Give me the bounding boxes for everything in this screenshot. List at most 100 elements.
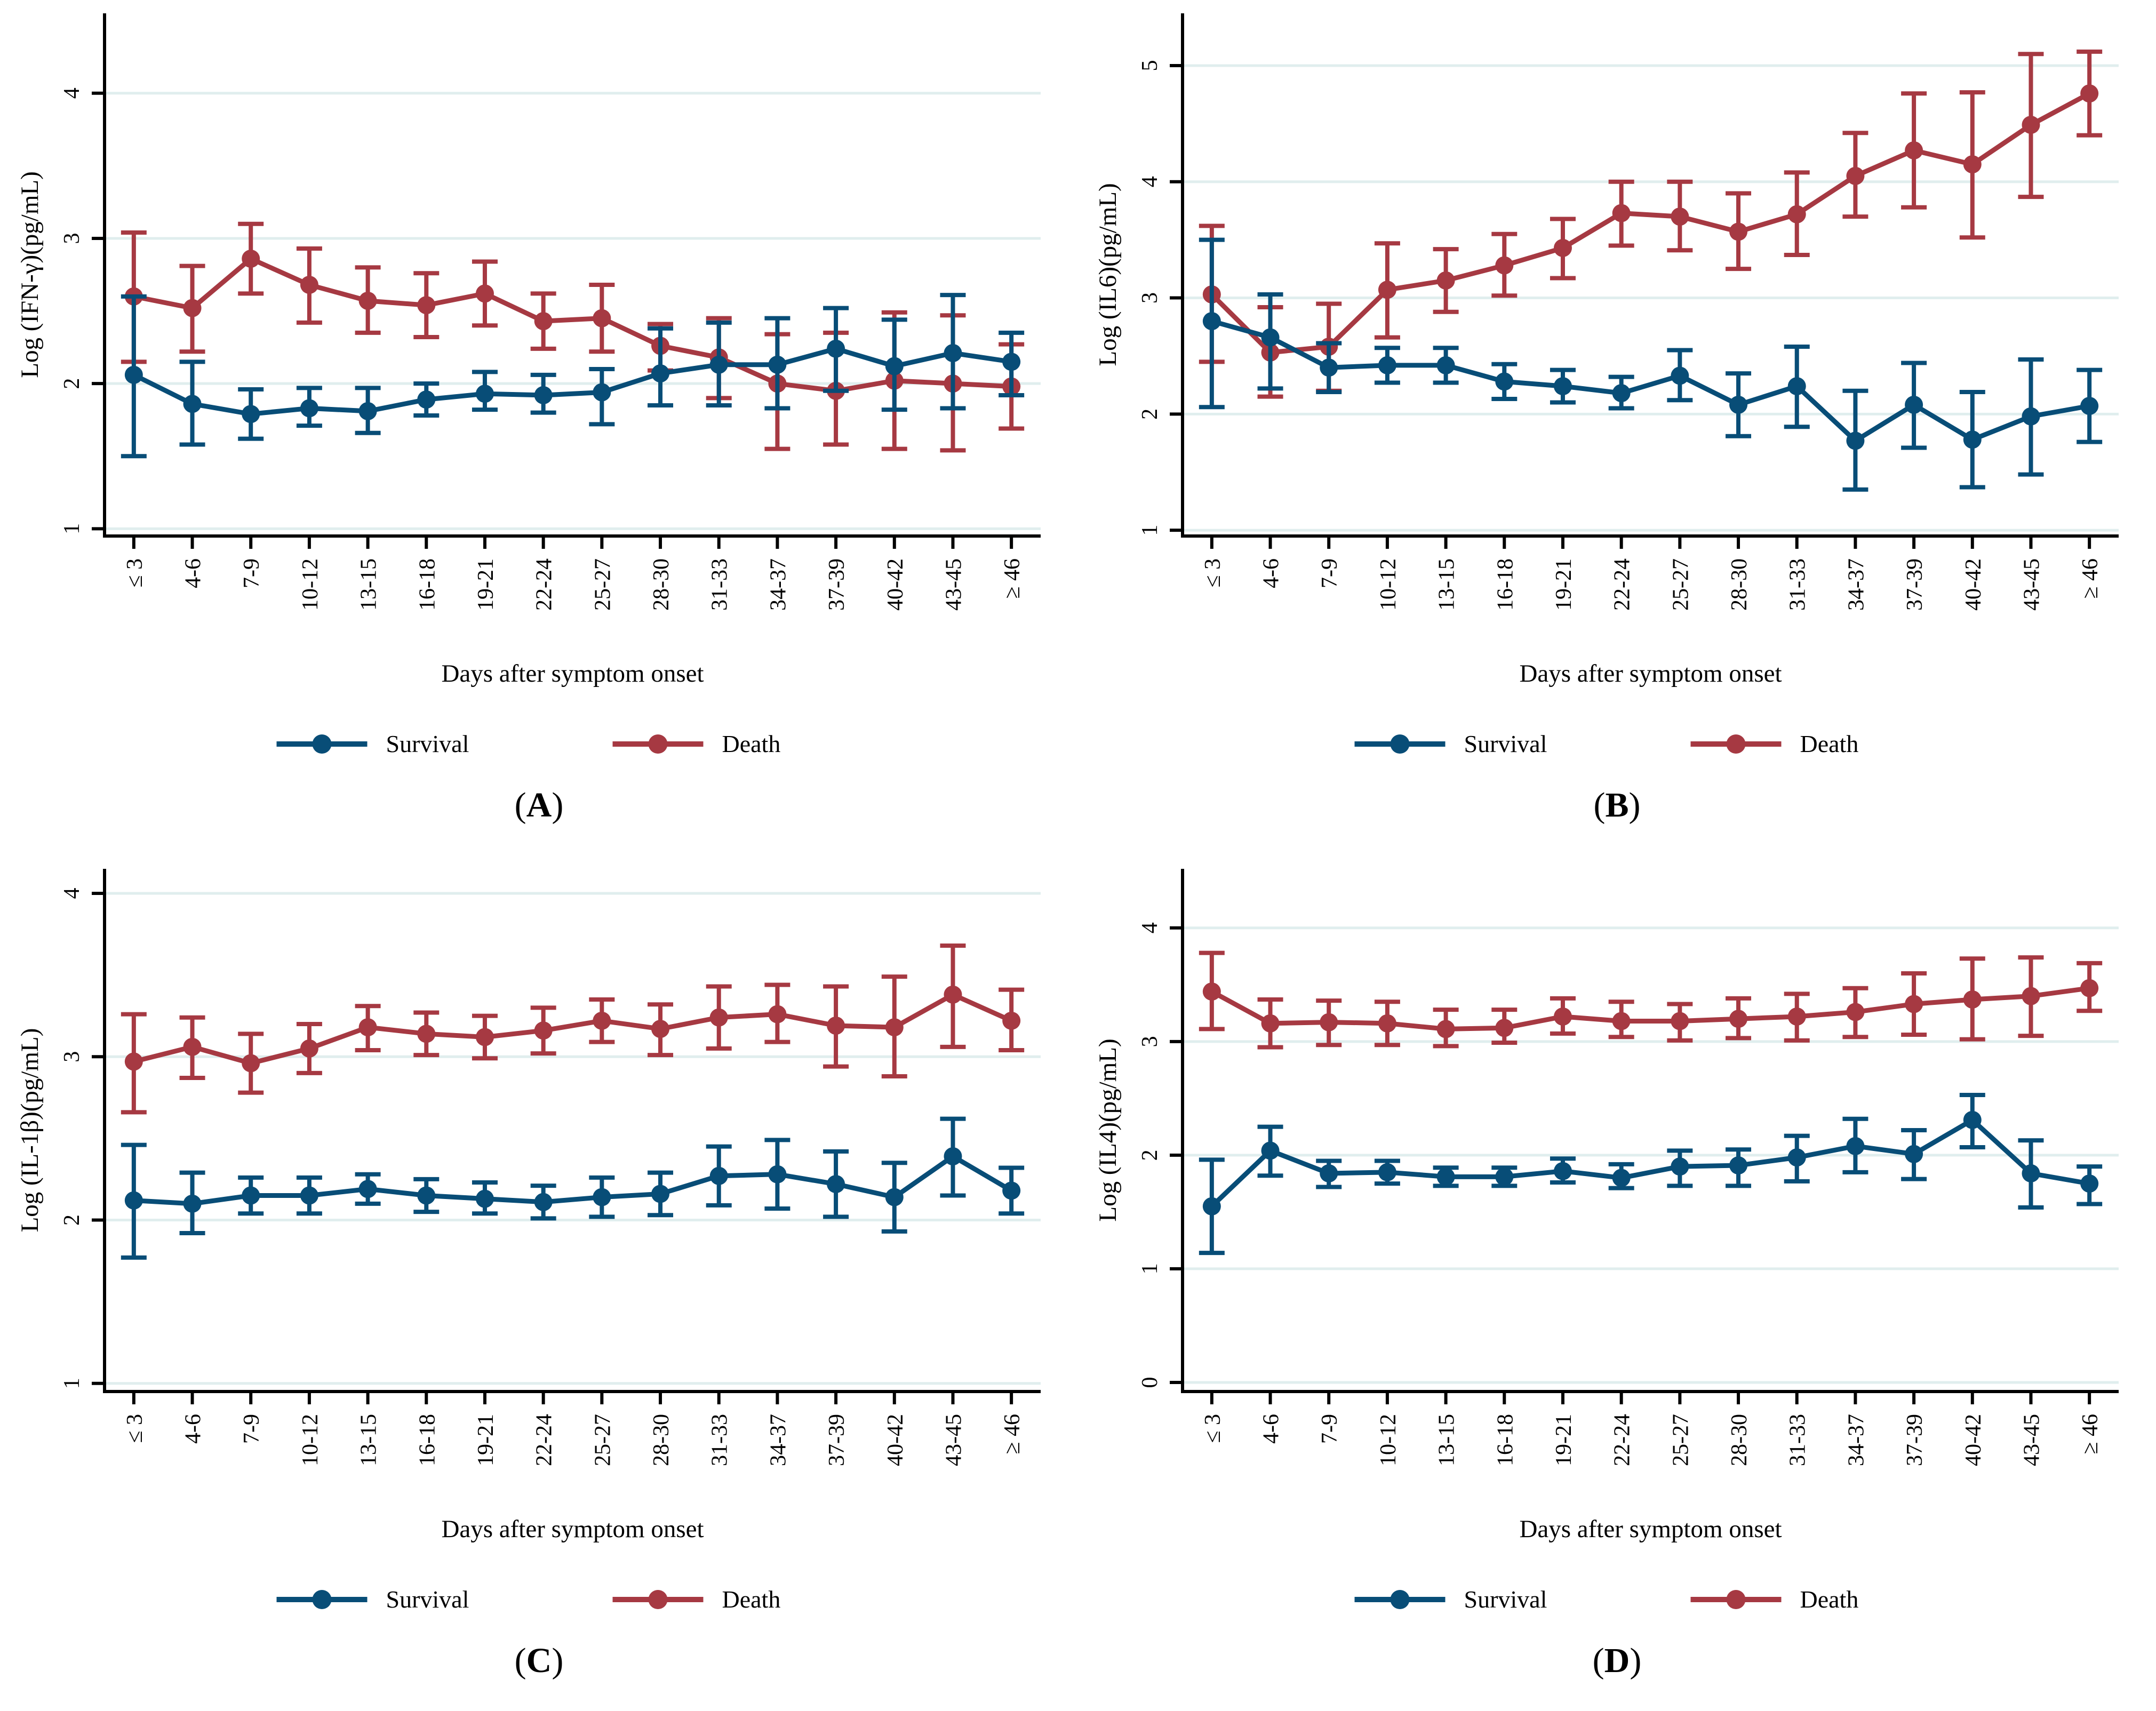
x-tick-label: ≤ 3 (1200, 558, 1225, 588)
x-tick-label: 16-18 (1493, 1414, 1518, 1466)
data-point (475, 1189, 494, 1208)
data-point (1378, 281, 1396, 299)
data-point (1670, 1157, 1689, 1176)
data-point (826, 1175, 845, 1194)
x-tick-label: 31-33 (1785, 1414, 1810, 1466)
x-tick-label: 7-9 (1317, 1414, 1342, 1444)
caption-letter: D (1604, 1641, 1630, 1680)
data-point (358, 1180, 377, 1198)
y-tick-label: 3 (60, 1051, 84, 1062)
data-point (885, 1018, 904, 1037)
x-tick-label: 10-12 (298, 1414, 322, 1466)
x-tick-label: 40-42 (883, 558, 907, 611)
data-point (592, 1188, 611, 1206)
il6-chart: 1 2 3 4 5 ≤ 3 4-6 7-9 10-12 13-15 16-18 19-21 22-24 2… (1094, 13, 2119, 757)
data-point (1378, 356, 1396, 374)
panel-D-il4: 0 1 2 3 4 ≤ 3 4-6 7-9 10-12 13-15 16-18 19-21 22-24 2… (1078, 855, 2156, 1711)
data-point (475, 1028, 494, 1046)
x-tick-label: 22-24 (1610, 1414, 1634, 1466)
data-point (241, 1186, 260, 1205)
legend: Survival Death (276, 1586, 780, 1613)
x-tick-label: ≥ 46 (2078, 558, 2103, 599)
legend-death-label: Death (722, 730, 780, 757)
legend: Survival Death (1354, 1586, 1858, 1613)
data-point (1612, 1169, 1631, 1187)
series-line (132, 346, 1012, 417)
data-point (651, 1185, 669, 1203)
gridlines (104, 892, 1041, 1385)
x-tick-label: 37-39 (825, 558, 849, 611)
legend-survival-label: Survival (386, 1586, 469, 1613)
y-tick-label: 3 (60, 233, 84, 244)
data-point (1378, 1163, 1396, 1181)
data-point (943, 344, 962, 362)
data-point (534, 1193, 553, 1211)
survival-series (1199, 237, 2102, 492)
x-tick-label: 16-18 (415, 1414, 440, 1466)
death-series (1199, 950, 2102, 1050)
x-tick-label: 25-27 (1668, 1414, 1693, 1466)
x-tick-label: 34-37 (766, 1414, 790, 1466)
data-point (417, 390, 435, 409)
caption-paren-close: ) (552, 1641, 564, 1680)
x-tick-label: 22-24 (532, 558, 556, 611)
data-point (768, 1165, 786, 1184)
y-tick-label: 2 (1138, 1149, 1162, 1161)
y-axis-title: Log (IL6)(pg/mL) (1094, 183, 1122, 366)
x-tick-label: 43-45 (941, 1414, 966, 1466)
axes (1180, 13, 2119, 538)
data-point (1670, 1012, 1689, 1030)
il4-chart: 0 1 2 3 4 ≤ 3 4-6 7-9 10-12 13-15 16-18 19-21 22-24 2… (1094, 869, 2119, 1613)
data-point (709, 1166, 728, 1185)
data-point (183, 1194, 202, 1213)
series-line (1210, 986, 2090, 1032)
series-line (133, 255, 1011, 394)
x-axis-title: Days after symptom onset (1519, 1515, 1782, 1543)
y-tick-label: 2 (60, 378, 84, 389)
data-point (1495, 372, 1513, 391)
data-point (651, 364, 669, 383)
legend-death-label: Death (1800, 730, 1858, 757)
data-point (241, 1054, 260, 1073)
panel-B-il6: 1 2 3 4 5 ≤ 3 4-6 7-9 10-12 13-15 16-18 19-21 22-24 2… (1078, 0, 2156, 855)
x-tick-label: 28-30 (649, 1414, 674, 1466)
data-point (2021, 407, 2040, 426)
data-point (1553, 238, 1572, 257)
x-tick-label: 31-33 (1785, 558, 1810, 611)
data-point (592, 383, 611, 402)
axes (102, 869, 1041, 1393)
data-point (417, 1025, 435, 1043)
survival-series (121, 293, 1024, 459)
x-tick-label: 10-12 (298, 558, 322, 611)
data-point (2021, 116, 2040, 134)
y-tick-label: 5 (1138, 60, 1162, 71)
y-tick-labels: 0 1 2 3 4 (1138, 922, 1183, 1388)
x-tick-label: ≤ 3 (1200, 1414, 1225, 1443)
data-point (534, 386, 553, 404)
x-tick-label: 37-39 (825, 1414, 849, 1466)
legend-survival-marker (1390, 734, 1409, 754)
data-point (1378, 1014, 1396, 1033)
series-line (1210, 91, 2090, 355)
data-point (475, 385, 494, 403)
x-tick-label: 4-6 (181, 558, 205, 588)
data-point (300, 1186, 318, 1205)
data-point (1002, 1011, 1020, 1030)
data-point (534, 312, 553, 331)
legend: Survival Death (276, 730, 780, 757)
x-tick-label: 19-21 (473, 1414, 498, 1466)
legend-survival-label: Survival (1464, 730, 1547, 757)
x-tick-label: 13-15 (1434, 1414, 1459, 1466)
data-point (1846, 431, 1864, 450)
y-tick-label: 2 (1138, 409, 1162, 420)
data-point (1787, 205, 1806, 223)
data-point (1963, 430, 1982, 449)
x-tick-label: 4-6 (181, 1414, 205, 1444)
x-tick-label: 28-30 (1727, 558, 1752, 611)
x-tick-label: 10-12 (1376, 1414, 1400, 1466)
data-point (1319, 358, 1338, 377)
data-point (2021, 1164, 2040, 1182)
data-point (1261, 1014, 1280, 1033)
y-tick-label: 4 (1138, 922, 1162, 933)
data-point (1436, 1020, 1455, 1038)
